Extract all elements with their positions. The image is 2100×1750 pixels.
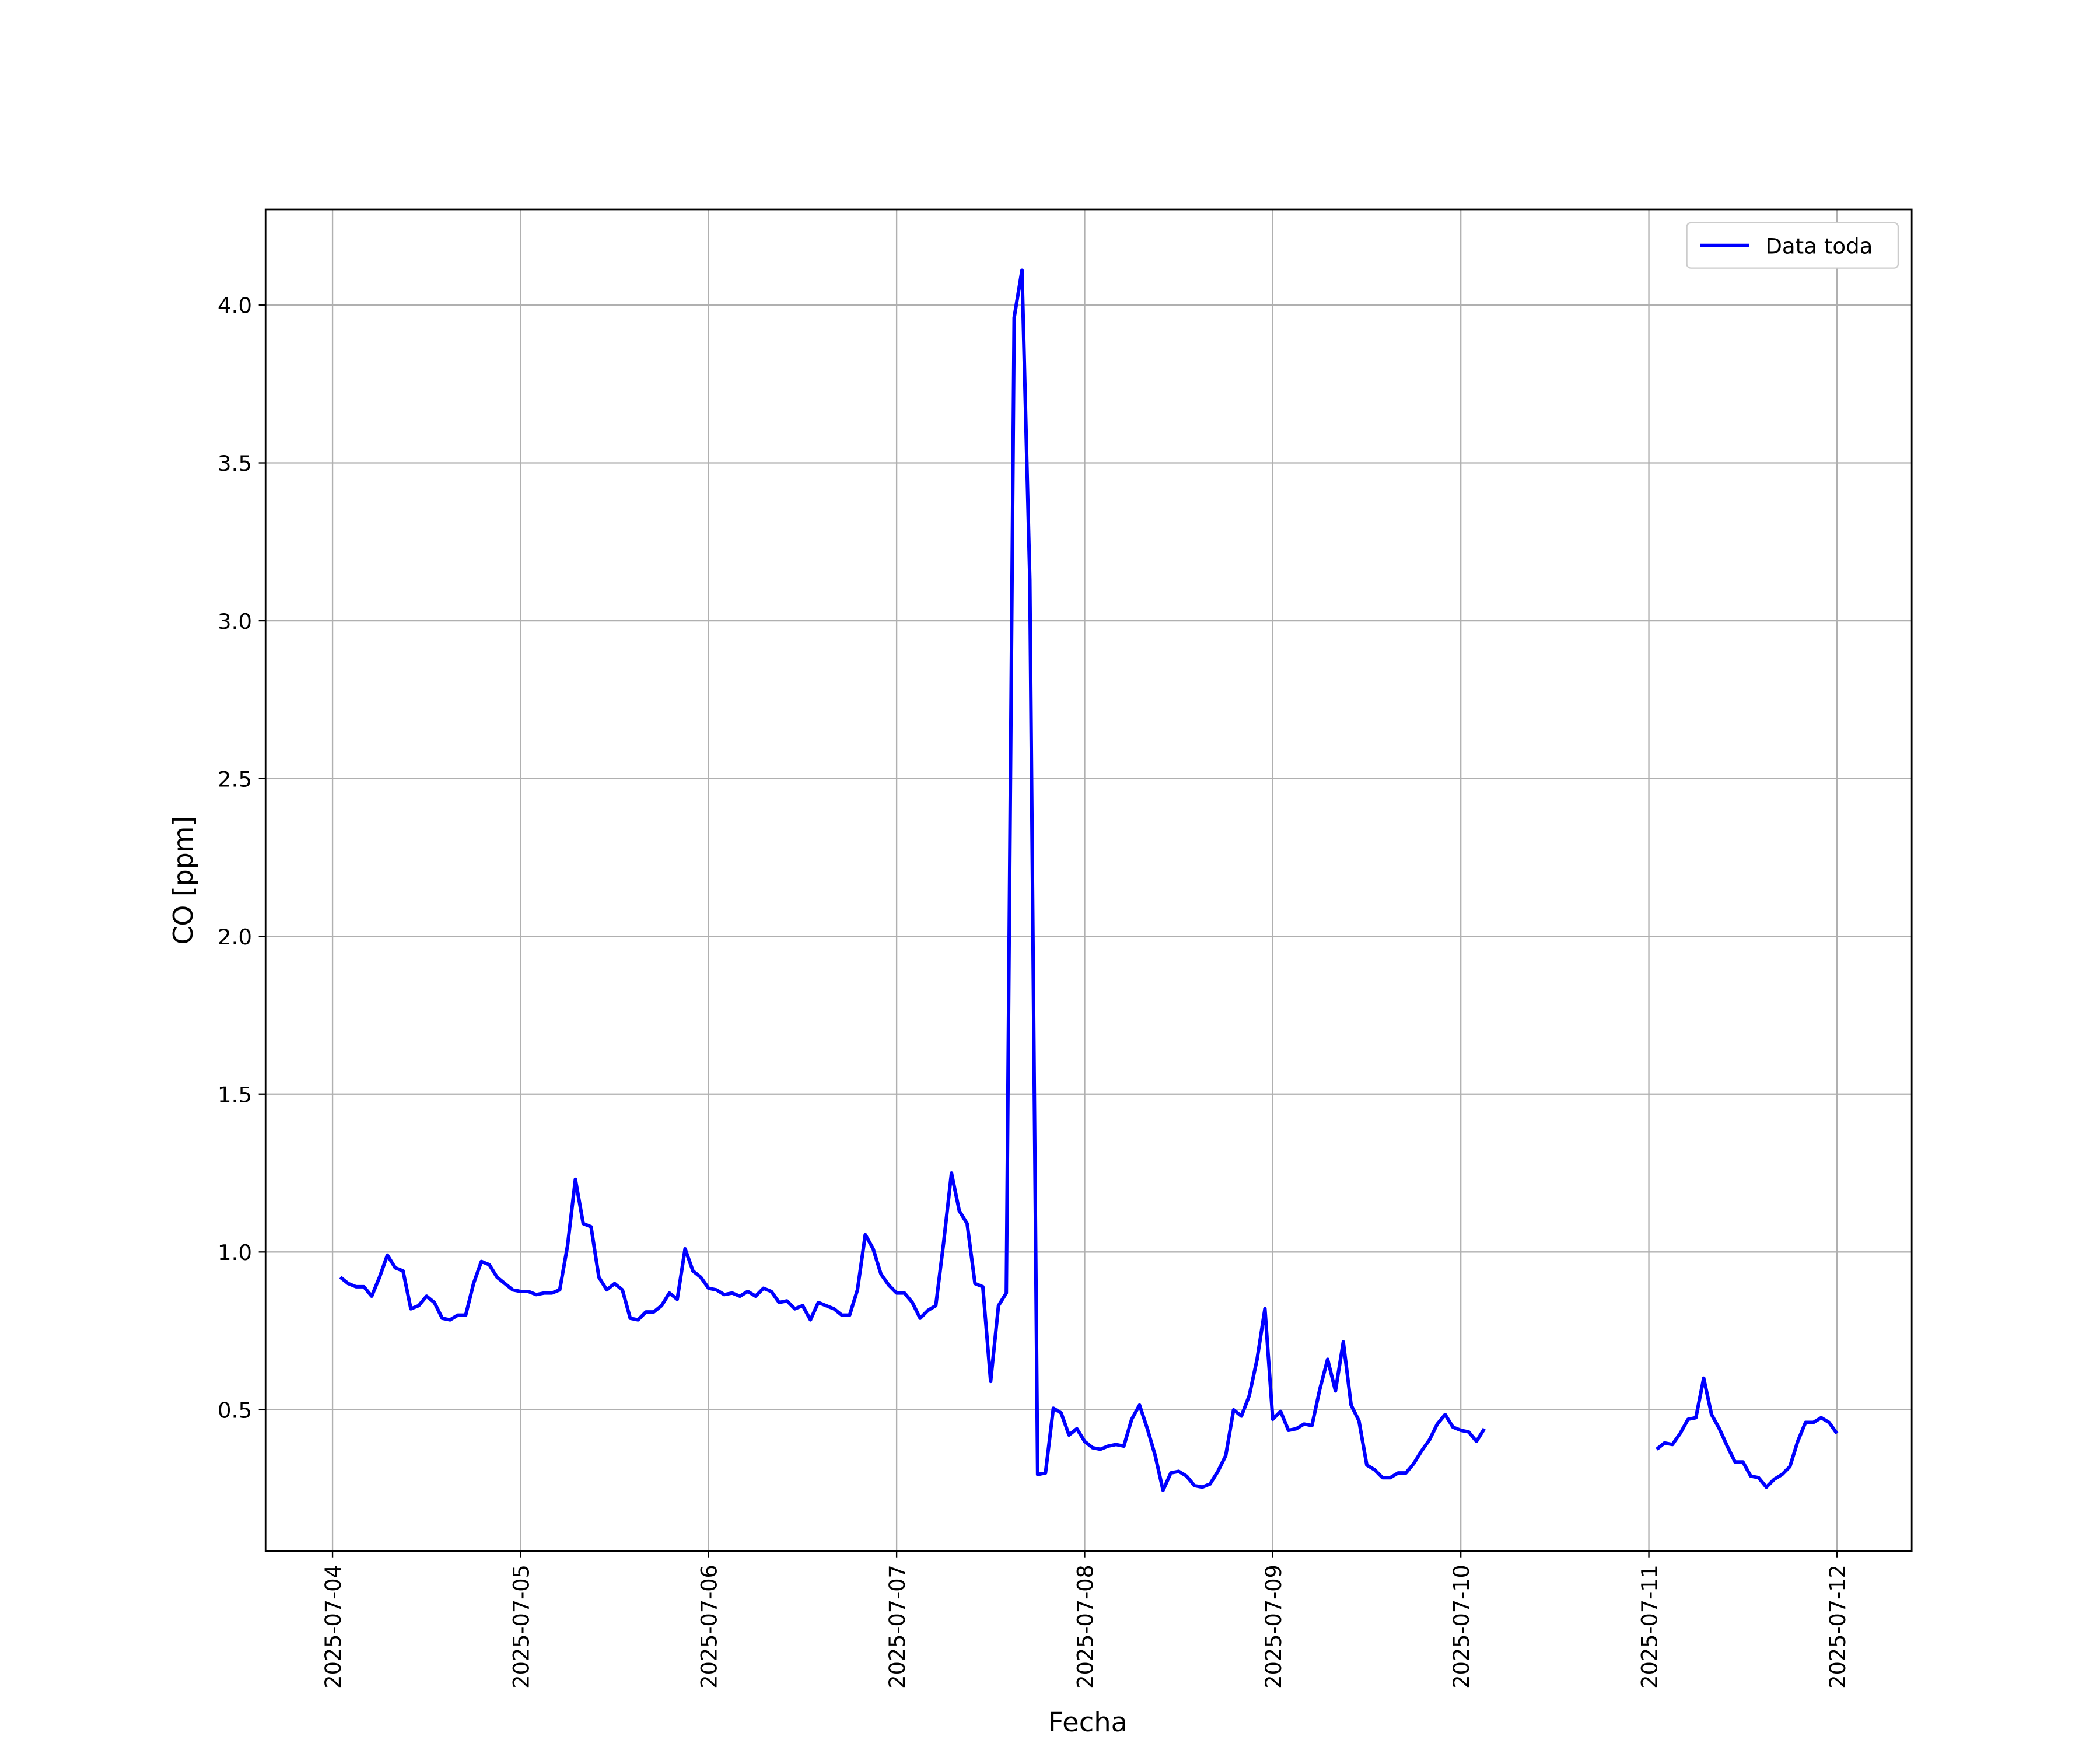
x-tick-label: 2025-07-05: [509, 1564, 534, 1689]
y-tick-label: 0.5: [218, 1398, 252, 1423]
x-tick-label: 2025-07-12: [1825, 1564, 1850, 1689]
x-tick-label: 2025-07-06: [696, 1564, 722, 1689]
legend-label: Data toda: [1765, 234, 1873, 259]
x-tick-label: 2025-07-08: [1073, 1564, 1098, 1689]
y-tick-label: 2.5: [218, 767, 252, 792]
y-tick-label: 3.5: [218, 452, 252, 477]
y-tick-label: 4.0: [218, 293, 252, 318]
y-axis-label: CO [ppm]: [167, 816, 198, 945]
legend-box: [1686, 222, 1899, 269]
data-line: [339, 268, 1839, 1492]
x-tick-label: 2025-07-09: [1261, 1564, 1286, 1689]
plot-frame: [264, 208, 1913, 1552]
x-axis-label: Fecha: [1048, 1706, 1128, 1738]
y-tick-label: 2.0: [218, 925, 252, 950]
x-tick-label: 2025-07-04: [321, 1564, 346, 1689]
x-tick-label: 2025-07-11: [1637, 1564, 1662, 1689]
y-tick-label: 1.5: [218, 1083, 252, 1108]
y-tick-label: 1.0: [218, 1240, 252, 1265]
y-tick-label: 3.0: [218, 609, 252, 634]
x-tick-label: 2025-07-07: [885, 1564, 910, 1689]
x-tick-label: 2025-07-10: [1449, 1564, 1474, 1689]
